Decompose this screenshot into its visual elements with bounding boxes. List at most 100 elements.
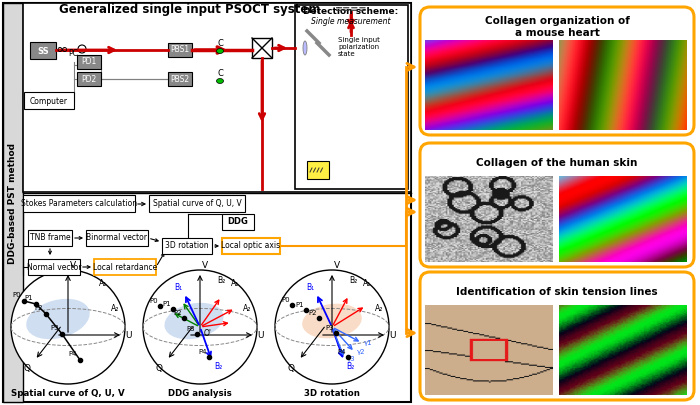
Ellipse shape [26, 299, 90, 339]
Text: P3: P3 [186, 326, 195, 332]
Text: A₁: A₁ [231, 279, 239, 288]
Text: Collagen organization of
a mouse heart: Collagen organization of a mouse heart [484, 16, 629, 38]
Text: A₁: A₁ [363, 279, 372, 288]
Ellipse shape [303, 41, 307, 55]
Circle shape [143, 270, 257, 384]
Text: P0: P0 [13, 292, 21, 298]
Text: P3: P3 [50, 325, 59, 331]
Text: B₁: B₁ [174, 283, 182, 292]
Text: Stokes Parameters calculation: Stokes Parameters calculation [21, 200, 137, 209]
FancyBboxPatch shape [168, 72, 192, 86]
Text: B₂: B₂ [346, 362, 354, 371]
Text: V: V [202, 261, 208, 270]
Ellipse shape [216, 79, 223, 83]
FancyBboxPatch shape [24, 92, 74, 109]
Text: TNB frame: TNB frame [29, 234, 70, 243]
Text: PD2: PD2 [81, 75, 97, 83]
Text: V: V [334, 261, 340, 270]
Text: P1: P1 [295, 302, 304, 308]
Text: PD1: PD1 [81, 58, 97, 66]
Text: P1: P1 [25, 295, 33, 301]
Text: P4: P4 [69, 351, 77, 357]
FancyBboxPatch shape [28, 259, 80, 275]
Text: 3D rotation: 3D rotation [304, 390, 360, 399]
Circle shape [11, 270, 125, 384]
FancyBboxPatch shape [77, 72, 101, 86]
Ellipse shape [216, 49, 223, 53]
Circle shape [275, 270, 389, 384]
Text: P2: P2 [309, 310, 317, 316]
FancyBboxPatch shape [28, 230, 72, 246]
Text: A₂: A₂ [243, 304, 251, 313]
Text: C: C [217, 38, 223, 47]
FancyBboxPatch shape [30, 42, 56, 59]
Text: B₁: B₁ [306, 283, 314, 292]
Text: Local retardance: Local retardance [93, 262, 157, 271]
Circle shape [78, 45, 86, 53]
Text: Collagen of the human skin: Collagen of the human skin [476, 158, 638, 168]
FancyBboxPatch shape [420, 143, 694, 267]
Text: PBS2: PBS2 [170, 75, 190, 83]
Text: B₂: B₂ [218, 275, 226, 285]
Text: Single measurement: Single measurement [312, 17, 391, 26]
Text: U: U [389, 330, 396, 339]
Text: P0: P0 [149, 298, 158, 304]
FancyBboxPatch shape [3, 3, 411, 402]
Text: DDG analysis: DDG analysis [168, 390, 232, 399]
Text: O': O' [204, 329, 212, 338]
Text: A₁: A₁ [99, 279, 108, 288]
FancyBboxPatch shape [94, 259, 156, 275]
Text: P4: P4 [337, 349, 346, 355]
Text: V: V [70, 261, 76, 270]
Text: C: C [217, 68, 223, 77]
Text: DDG: DDG [228, 217, 248, 226]
FancyBboxPatch shape [77, 55, 101, 69]
FancyBboxPatch shape [3, 3, 23, 402]
FancyBboxPatch shape [86, 230, 148, 246]
FancyBboxPatch shape [307, 161, 329, 179]
FancyBboxPatch shape [168, 43, 192, 57]
Text: B₂: B₂ [214, 362, 223, 371]
Text: PBS1: PBS1 [170, 45, 190, 55]
Text: ∞: ∞ [55, 41, 69, 57]
FancyBboxPatch shape [420, 7, 694, 135]
Text: SS: SS [37, 47, 49, 55]
Text: Detection scheme:: Detection scheme: [303, 8, 398, 17]
FancyBboxPatch shape [222, 238, 280, 254]
FancyBboxPatch shape [149, 195, 245, 212]
Text: γ1: γ1 [364, 340, 372, 346]
Text: P0: P0 [281, 297, 290, 303]
Text: PC: PC [68, 49, 78, 58]
Text: Q: Q [24, 364, 31, 373]
Text: A₂: A₂ [111, 304, 119, 313]
Text: A₂: A₂ [374, 304, 383, 313]
Text: γ3: γ3 [346, 356, 356, 362]
Text: P2: P2 [174, 310, 182, 316]
Text: Binormal vector: Binormal vector [87, 234, 148, 243]
Text: P3: P3 [326, 325, 334, 331]
FancyBboxPatch shape [420, 272, 694, 400]
Ellipse shape [302, 304, 362, 338]
FancyBboxPatch shape [295, 5, 408, 189]
FancyBboxPatch shape [252, 38, 272, 58]
Text: Q: Q [156, 364, 163, 373]
Text: DDG-based PST method: DDG-based PST method [8, 143, 18, 264]
Text: Spatial curve of Q, U, V: Spatial curve of Q, U, V [153, 200, 241, 209]
Text: U: U [257, 330, 263, 339]
Text: Generalized single input PSOCT system: Generalized single input PSOCT system [60, 4, 321, 17]
FancyBboxPatch shape [23, 3, 411, 192]
Text: Local optic axis: Local optic axis [221, 241, 281, 251]
FancyBboxPatch shape [162, 238, 212, 254]
Text: 3D rotation: 3D rotation [165, 241, 209, 251]
Text: γ2: γ2 [357, 349, 365, 355]
Text: U: U [125, 330, 132, 339]
Text: ≡≡≡≡: ≡≡≡≡ [335, 4, 368, 14]
Text: P1: P1 [162, 301, 171, 307]
Text: P2: P2 [34, 305, 43, 311]
Text: P4: P4 [199, 349, 207, 355]
Text: Identification of skin tension lines: Identification of skin tension lines [456, 287, 658, 297]
Text: Single input
polarization
state: Single input polarization state [338, 37, 380, 57]
Text: Q: Q [288, 364, 295, 373]
Text: Normal vector: Normal vector [27, 262, 81, 271]
FancyBboxPatch shape [23, 195, 135, 212]
